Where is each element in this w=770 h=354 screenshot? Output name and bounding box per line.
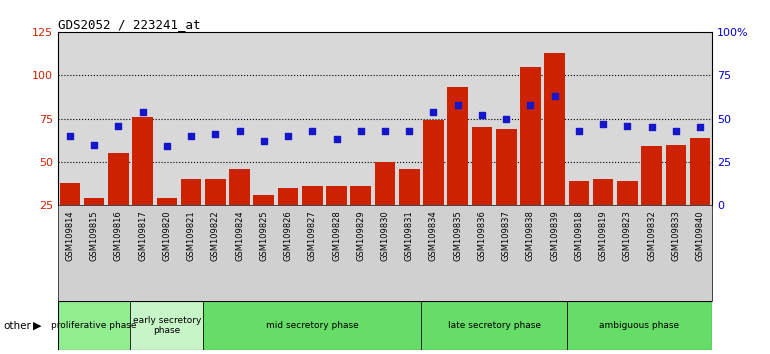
Point bbox=[136, 109, 149, 114]
Point bbox=[112, 123, 125, 129]
Point bbox=[548, 93, 561, 99]
Bar bbox=[203, 301, 421, 350]
Bar bbox=[253, 195, 274, 205]
Text: GDS2052 / 223241_at: GDS2052 / 223241_at bbox=[58, 18, 200, 31]
Bar bbox=[544, 53, 565, 205]
Point bbox=[282, 133, 294, 139]
Point bbox=[161, 143, 173, 149]
Bar bbox=[567, 301, 712, 350]
Point bbox=[185, 133, 197, 139]
Point bbox=[451, 102, 464, 108]
Point bbox=[621, 123, 634, 129]
Point bbox=[258, 138, 270, 144]
Point bbox=[427, 109, 440, 114]
Bar bbox=[375, 162, 395, 205]
Text: ▶: ▶ bbox=[33, 321, 42, 331]
Bar bbox=[130, 301, 203, 350]
Bar bbox=[690, 138, 711, 205]
Point bbox=[403, 128, 415, 133]
Point bbox=[330, 137, 343, 142]
Bar bbox=[58, 301, 130, 350]
Bar bbox=[641, 146, 662, 205]
Point bbox=[476, 112, 488, 118]
Text: ambiguous phase: ambiguous phase bbox=[600, 321, 680, 330]
Point bbox=[573, 128, 585, 133]
Bar bbox=[568, 181, 589, 205]
Point bbox=[355, 128, 367, 133]
Bar bbox=[181, 179, 202, 205]
Point bbox=[524, 102, 537, 108]
Bar bbox=[617, 181, 638, 205]
Point bbox=[500, 116, 512, 121]
Bar bbox=[350, 186, 371, 205]
Point bbox=[379, 128, 391, 133]
Bar bbox=[593, 179, 614, 205]
Point bbox=[306, 128, 319, 133]
Bar bbox=[326, 186, 347, 205]
Bar bbox=[421, 301, 567, 350]
Bar bbox=[399, 169, 420, 205]
Point bbox=[597, 121, 609, 127]
Bar bbox=[472, 127, 492, 205]
Bar bbox=[132, 117, 153, 205]
Point bbox=[64, 133, 76, 139]
Bar bbox=[229, 169, 249, 205]
Bar bbox=[521, 67, 541, 205]
Bar bbox=[278, 188, 298, 205]
Text: late secretory phase: late secretory phase bbox=[447, 321, 541, 330]
Text: proliferative phase: proliferative phase bbox=[52, 321, 137, 330]
Bar bbox=[108, 153, 129, 205]
Point bbox=[233, 128, 246, 133]
Bar bbox=[496, 129, 517, 205]
Point bbox=[209, 131, 222, 137]
Bar bbox=[84, 198, 105, 205]
Bar bbox=[665, 144, 686, 205]
Bar bbox=[424, 120, 444, 205]
Bar bbox=[205, 179, 226, 205]
Bar bbox=[59, 183, 80, 205]
Point bbox=[645, 124, 658, 130]
Point bbox=[88, 142, 100, 147]
Bar bbox=[156, 198, 177, 205]
Text: mid secretory phase: mid secretory phase bbox=[266, 321, 359, 330]
Bar bbox=[447, 87, 468, 205]
Text: other: other bbox=[4, 321, 32, 331]
Text: early secretory
phase: early secretory phase bbox=[132, 316, 201, 335]
Bar bbox=[302, 186, 323, 205]
Point bbox=[670, 128, 682, 133]
Point bbox=[694, 124, 706, 130]
